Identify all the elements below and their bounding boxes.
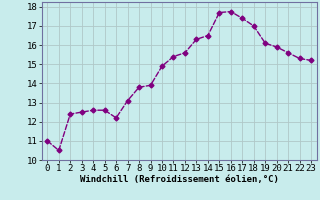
X-axis label: Windchill (Refroidissement éolien,°C): Windchill (Refroidissement éolien,°C) bbox=[80, 175, 279, 184]
